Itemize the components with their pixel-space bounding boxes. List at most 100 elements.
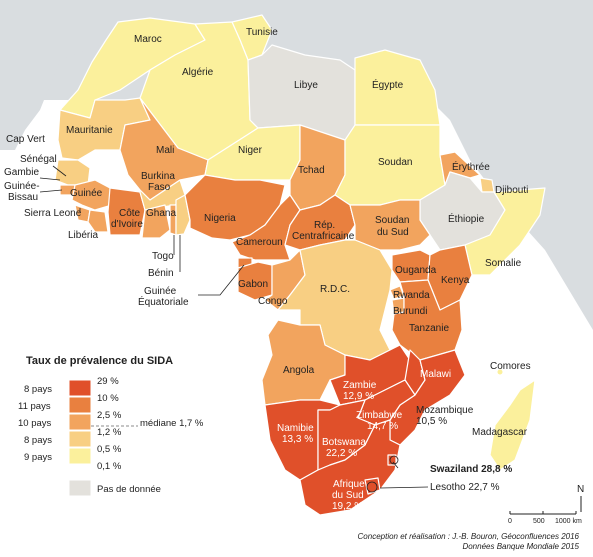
label-botswana-1: Botswana <box>322 437 366 448</box>
label-somalie: Somalie <box>485 258 522 269</box>
legend-swatch-29 <box>68 379 92 397</box>
country-senegal <box>54 159 91 186</box>
label-ghana: Ghana <box>146 208 176 219</box>
label-soudan: Soudan <box>378 157 412 168</box>
legend-swatch-nodata <box>68 479 92 497</box>
label-swaziland: Swaziland 28,8 % <box>430 464 512 475</box>
leader-gambie <box>39 177 61 181</box>
label-burkina-2: Faso <box>148 182 171 193</box>
label-senegal: Sénégal <box>20 154 57 165</box>
label-burundi: Burundi <box>393 306 427 317</box>
label-malawi: Malawi <box>420 369 451 380</box>
legend-count-1: 8 pays <box>24 384 52 395</box>
label-tchad: Tchad <box>298 165 325 176</box>
label-cote-ivoire-1: Côte <box>119 208 141 219</box>
legend-swatch-25 <box>68 413 92 431</box>
label-guinee-bissau-2: Bissau <box>8 192 38 203</box>
label-kenya: Kenya <box>441 275 470 286</box>
label-guinee-bissau-1: Guinée- <box>4 181 40 192</box>
legend-no-data: Pas de donnée <box>97 484 161 495</box>
legend-swatch-10 <box>68 396 92 414</box>
credits: Conception et réalisation : J.-B. Bouron… <box>358 532 579 552</box>
scale-ticks <box>509 511 577 514</box>
label-gabon: Gabon <box>238 279 268 290</box>
country-djibouti <box>479 177 495 193</box>
legend-count-3: 10 pays <box>18 418 52 429</box>
label-cote-ivoire-2: d'Ivoire <box>111 219 143 230</box>
label-cameroun: Cameroun <box>236 237 283 248</box>
label-congo: Congo <box>258 296 288 307</box>
scale-tick-1000: 1000 km <box>555 518 582 525</box>
label-togo: Togo <box>152 251 174 262</box>
credits-line-1: Conception et réalisation : J.-B. Bouron… <box>357 532 579 541</box>
swaziland-ring <box>389 455 399 465</box>
label-rca-1: Rép. <box>314 220 335 231</box>
country-cote-ivoire <box>107 187 146 236</box>
country-guinee <box>71 179 113 211</box>
label-tanzanie: Tanzanie <box>409 323 449 334</box>
scale-tick-500: 500 <box>533 518 545 525</box>
label-rdc: R.D.C. <box>320 284 350 295</box>
label-djibouti: Djibouti <box>495 185 528 196</box>
label-benin: Bénin <box>148 268 174 279</box>
label-soudan-sud-2: du Sud <box>377 227 409 238</box>
label-mauritanie: Mauritanie <box>66 125 113 136</box>
label-algerie: Algérie <box>182 67 214 78</box>
country-madagascar <box>489 379 536 471</box>
label-egypte: Égypte <box>372 78 404 91</box>
country-soudan-sud <box>349 199 431 251</box>
label-afrique-sud-2: du Sud <box>332 490 364 501</box>
label-afrique-sud-3: 19,2 % <box>332 501 363 512</box>
label-guinee-eq-2: Équatoriale <box>138 295 189 308</box>
label-erythree: Érythrée <box>452 160 490 173</box>
lesotho-ring <box>366 481 378 493</box>
label-zambie-1: Zambie <box>343 380 377 391</box>
label-soudan-sud-1: Soudan <box>375 215 409 226</box>
leader-swaziland <box>392 461 399 469</box>
scale-tick-0: 0 <box>508 518 512 525</box>
label-rca-2: Centrafricaine <box>292 231 355 242</box>
label-tunisie: Tunisie <box>246 27 278 38</box>
label-namibie-2: 13,3 % <box>282 434 313 445</box>
label-niger: Niger <box>238 145 263 156</box>
label-lesotho: Lesotho 22,7 % <box>430 482 500 493</box>
label-ouganda: Ouganda <box>395 265 437 276</box>
country-ghana <box>141 204 171 239</box>
leader-guinee-eq <box>198 264 245 296</box>
legend-threshold-3: 2,5 % <box>97 410 122 421</box>
leader-senegal <box>52 165 67 177</box>
legend-count-2: 11 pays <box>18 401 51 412</box>
country-liberia <box>87 209 109 233</box>
credits-line-2: Données Banque Mondiale 2015 <box>462 542 579 551</box>
label-maroc: Maroc <box>134 34 162 45</box>
legend-threshold-1: 29 % <box>97 376 119 387</box>
label-sierra-leone: Sierra Leone <box>24 208 82 219</box>
red-sea-region <box>380 0 593 330</box>
label-cap-vert: Cap Vert <box>6 134 45 145</box>
label-zimbabwe-1: Zimbabwe <box>356 410 403 421</box>
legend-count-5: 9 pays <box>24 452 52 463</box>
legend-threshold-4: 1,2 % <box>97 427 122 438</box>
label-zimbabwe-2: 14,7 % <box>367 421 398 432</box>
label-burkina-1: Burkina <box>141 171 175 182</box>
label-afrique-sud-1: Afrique <box>333 479 365 490</box>
legend-median: médiane 1,7 % <box>140 418 204 429</box>
leader-guinee-bissau <box>39 189 63 193</box>
label-guinee-eq-1: Guinée <box>144 286 177 297</box>
label-nigeria: Nigeria <box>204 213 236 224</box>
label-botswana-2: 22,2 % <box>326 448 357 459</box>
country-cameroun <box>231 194 301 261</box>
legend-swatch-12 <box>68 430 92 448</box>
label-zambie-2: 12,9 % <box>343 391 374 402</box>
legend-count-4: 8 pays <box>24 435 52 446</box>
label-mozambique-2: 10,5 % <box>416 416 447 427</box>
legend-threshold-5: 0,5 % <box>97 444 122 455</box>
label-rwanda: Rwanda <box>393 290 430 301</box>
label-liberia: Libéria <box>68 230 98 241</box>
label-namibie-1: Namibie <box>277 423 314 434</box>
country-somalie <box>464 187 546 276</box>
legend-title: Taux de prévalence du SIDA <box>26 355 174 367</box>
label-libye: Libye <box>294 80 318 91</box>
label-mali: Mali <box>156 145 174 156</box>
